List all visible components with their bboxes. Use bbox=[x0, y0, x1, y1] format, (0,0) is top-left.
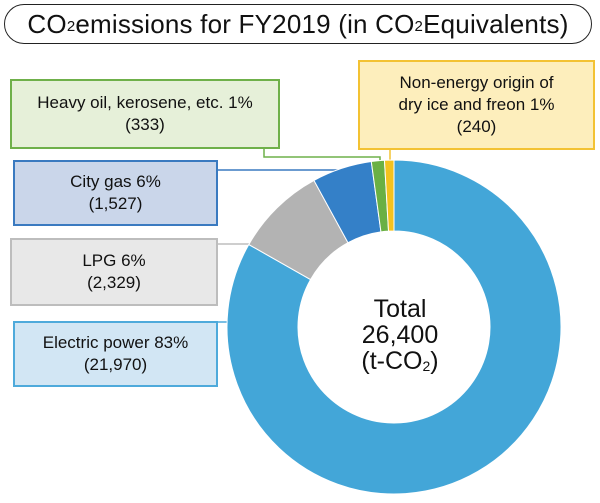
callout-elec-value: (21,970) bbox=[83, 355, 148, 374]
total-unit-sub: 2 bbox=[422, 358, 431, 374]
chart-title: CO 2 emissions for FY2019 (in CO 2 Equival… bbox=[4, 4, 592, 44]
total-label: Total bbox=[373, 295, 427, 323]
callout-lpg-label: LPG 6% bbox=[82, 251, 146, 270]
donut-slice-electric-power bbox=[226, 159, 562, 495]
callout-city-value: (1,527) bbox=[88, 194, 143, 213]
callout-non-energy: Non-energy origin of dry ice and freon 1… bbox=[358, 60, 595, 150]
title-sub-2b: 2 bbox=[414, 17, 424, 35]
callout-heavy-value: (333) bbox=[125, 115, 165, 134]
total-value: 26,400 bbox=[361, 321, 439, 349]
callout-city-label: City gas 6% bbox=[70, 172, 161, 191]
callout-nonenergy-value: (240) bbox=[456, 117, 497, 136]
callout-heavy-oil: Heavy oil, kerosene, etc. 1% (333) bbox=[10, 79, 280, 149]
title-co: CO bbox=[27, 8, 67, 39]
center-total: Total 26,400 (t-CO2) bbox=[310, 296, 490, 377]
total-unit-pre: (t-CO bbox=[361, 347, 423, 375]
title-sub-2: 2 bbox=[66, 17, 76, 35]
callout-nonenergy-label2: dry ice and freon 1% bbox=[398, 95, 555, 114]
total-unit-post: ) bbox=[430, 347, 439, 375]
callout-city-gas: City gas 6% (1,527) bbox=[13, 160, 218, 226]
callout-elec-label: Electric power 83% bbox=[42, 333, 189, 352]
total-unit: (t-CO2) bbox=[310, 348, 490, 377]
donut-slice-non-energy-origin-of-dry-ice-and-freon bbox=[383, 159, 395, 232]
callout-lpg-value: (2,329) bbox=[87, 273, 141, 292]
callout-lpg: LPG 6% (2,329) bbox=[10, 238, 218, 306]
title-end: Equivalents) bbox=[423, 8, 569, 39]
callout-electric-power: Electric power 83% (21,970) bbox=[13, 321, 218, 387]
callout-heavy-label: Heavy oil, kerosene, etc. 1% bbox=[37, 93, 253, 112]
title-middle: emissions for FY2019 (in CO bbox=[75, 8, 415, 39]
callout-nonenergy-label1: Non-energy origin of bbox=[399, 73, 554, 92]
